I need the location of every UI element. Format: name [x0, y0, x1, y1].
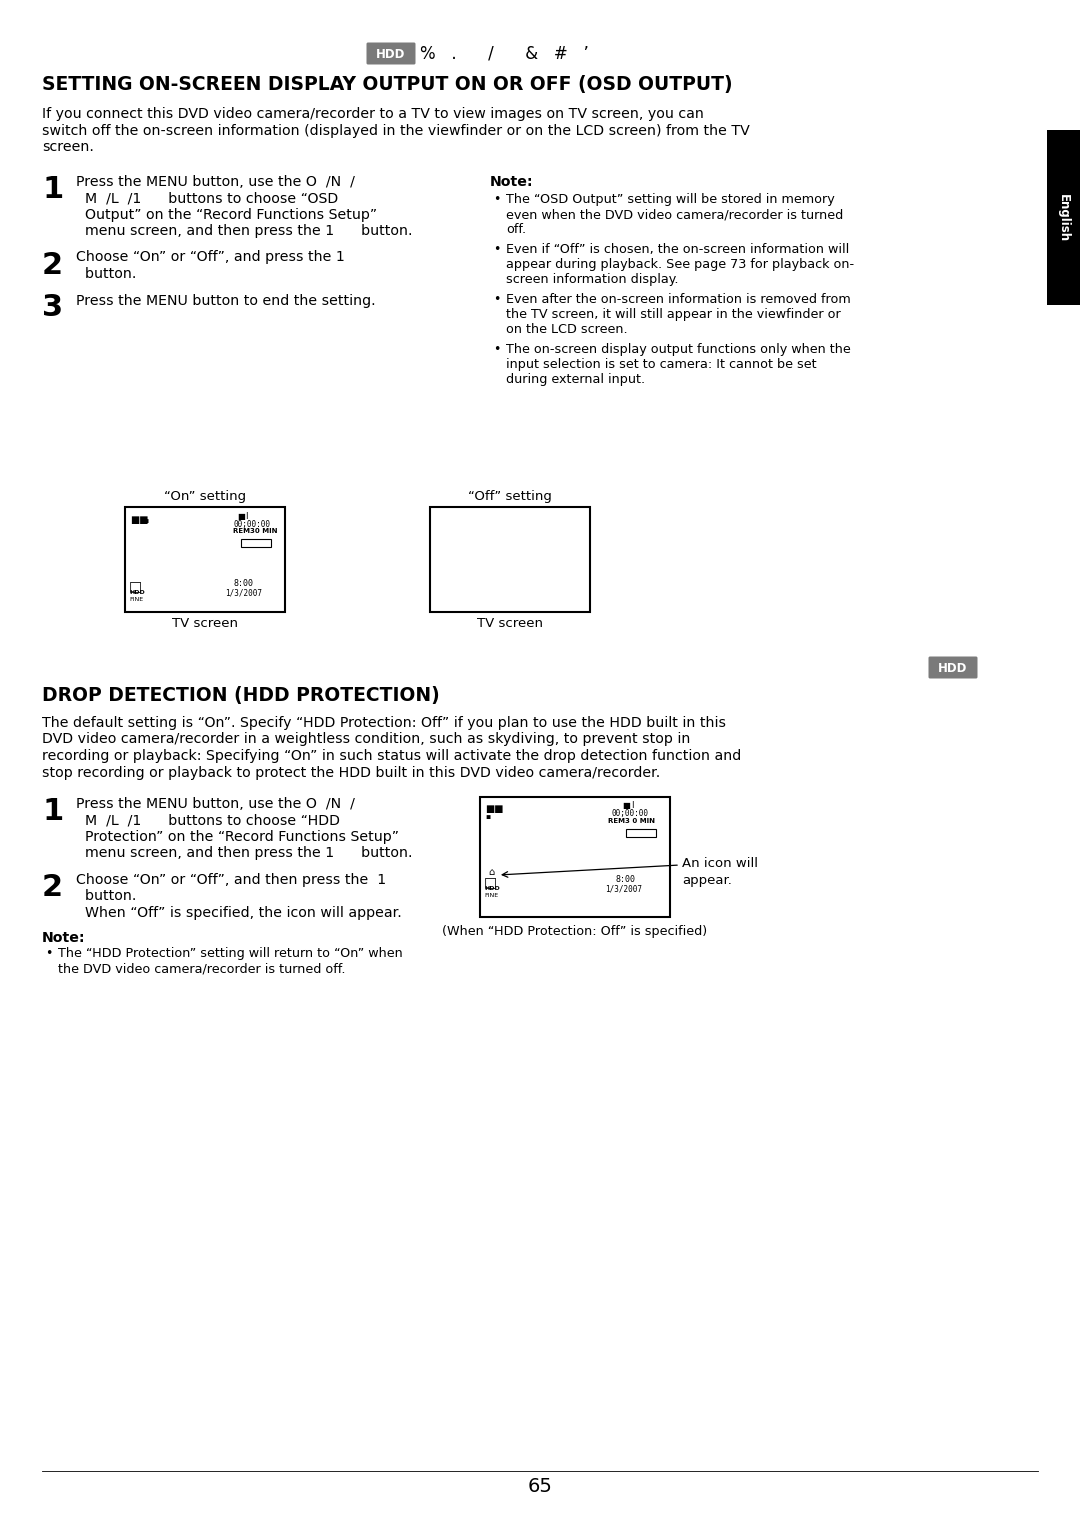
Text: ■■: ■■ — [130, 515, 149, 524]
FancyBboxPatch shape — [929, 656, 977, 679]
Text: button.: button. — [76, 268, 136, 281]
Text: •: • — [45, 946, 52, 960]
Text: Note:: Note: — [42, 931, 85, 945]
Text: M  /L  /1      buttons to choose “OSD: M /L /1 buttons to choose “OSD — [76, 191, 338, 205]
Text: HDD: HDD — [484, 885, 500, 891]
FancyBboxPatch shape — [366, 43, 416, 64]
Text: Output” on the “Record Functions Setup”: Output” on the “Record Functions Setup” — [76, 208, 377, 222]
Text: 2: 2 — [42, 251, 63, 280]
Bar — [626, 829, 656, 836]
Text: ◾: ◾ — [485, 813, 490, 820]
Text: 1: 1 — [42, 797, 64, 826]
Text: ◾: ◾ — [143, 518, 148, 524]
Text: SETTING ON-SCREEN DISPLAY OUTPUT ON OR OFF (OSD OUTPUT): SETTING ON-SCREEN DISPLAY OUTPUT ON OR O… — [42, 75, 732, 93]
Text: □: □ — [484, 875, 497, 888]
Text: Even after the on-screen information is removed from: Even after the on-screen information is … — [507, 294, 851, 306]
Bar — [430, 508, 590, 612]
Text: “On” setting: “On” setting — [164, 489, 246, 503]
Text: REM3 0 MIN: REM3 0 MIN — [608, 818, 654, 824]
Text: HDD: HDD — [376, 47, 406, 61]
Text: even when the DVD video camera/recorder is turned: even when the DVD video camera/recorder … — [507, 208, 843, 222]
Text: □: □ — [129, 579, 143, 593]
Text: ■■: ■■ — [485, 804, 503, 813]
Text: An icon will
appear.: An icon will appear. — [681, 856, 758, 887]
Text: TV screen: TV screen — [172, 618, 238, 630]
Text: the DVD video camera/recorder is turned off.: the DVD video camera/recorder is turned … — [58, 962, 346, 976]
Text: The “OSD Output” setting will be stored in memory: The “OSD Output” setting will be stored … — [507, 193, 835, 206]
Text: HDD: HDD — [939, 662, 968, 674]
Text: Press the MENU button to end the setting.: Press the MENU button to end the setting… — [76, 294, 376, 307]
Text: screen.: screen. — [42, 141, 94, 154]
Text: “Off” setting: “Off” setting — [468, 489, 552, 503]
Text: Protection” on the “Record Functions Setup”: Protection” on the “Record Functions Set… — [76, 830, 399, 844]
Text: menu screen, and then press the 1      button.: menu screen, and then press the 1 button… — [76, 225, 413, 239]
Text: DVD video camera/recorder in a weightless condition, such as skydiving, to preve: DVD video camera/recorder in a weightles… — [42, 732, 690, 746]
Text: (When “HDD Protection: Off” is specified): (When “HDD Protection: Off” is specified… — [443, 925, 707, 937]
Text: 2: 2 — [42, 873, 63, 902]
Text: ■: ■ — [622, 801, 630, 810]
Text: The “HDD Protection” setting will return to “On” when: The “HDD Protection” setting will return… — [58, 946, 403, 960]
Text: DROP DETECTION (HDD PROTECTION): DROP DETECTION (HDD PROTECTION) — [42, 687, 440, 705]
Bar — [241, 540, 271, 547]
Text: ■: ■ — [237, 512, 245, 521]
Text: 8:00: 8:00 — [233, 579, 253, 589]
Text: 3: 3 — [42, 294, 63, 323]
Text: FINE: FINE — [484, 893, 498, 898]
Text: M  /L  /1      buttons to choose “HDD: M /L /1 buttons to choose “HDD — [76, 813, 340, 827]
Text: recording or playback: Specifying “On” in such status will activate the drop det: recording or playback: Specifying “On” i… — [42, 749, 741, 763]
Text: Press the MENU button, use the O  /N  /: Press the MENU button, use the O /N / — [76, 797, 355, 810]
Text: I: I — [631, 801, 634, 810]
Text: the TV screen, it will still appear in the viewfinder or: the TV screen, it will still appear in t… — [507, 307, 840, 321]
Text: switch off the on-screen information (displayed in the viewfinder or on the LCD : switch off the on-screen information (di… — [42, 124, 750, 138]
Text: 1: 1 — [42, 174, 64, 203]
Text: input selection is set to camera: It cannot be set: input selection is set to camera: It can… — [507, 358, 816, 372]
Text: during external input.: during external input. — [507, 373, 645, 385]
Text: •: • — [492, 342, 500, 356]
Text: 1/3/2007: 1/3/2007 — [225, 589, 262, 596]
Text: Press the MENU button, use the O  /N  /: Press the MENU button, use the O /N / — [76, 174, 355, 188]
Text: 8:00: 8:00 — [615, 875, 635, 884]
Text: The on-screen display output functions only when the: The on-screen display output functions o… — [507, 342, 851, 356]
Text: •: • — [492, 294, 500, 306]
Text: off.: off. — [507, 223, 526, 235]
Text: stop recording or playback to protect the HDD built in this DVD video camera/rec: stop recording or playback to protect th… — [42, 766, 660, 780]
Text: •: • — [492, 243, 500, 255]
Text: menu screen, and then press the 1      button.: menu screen, and then press the 1 button… — [76, 847, 413, 861]
Text: 65: 65 — [527, 1477, 553, 1497]
Text: on the LCD screen.: on the LCD screen. — [507, 323, 627, 336]
Text: ⌂: ⌂ — [488, 867, 495, 878]
Text: TV screen: TV screen — [477, 618, 543, 630]
Text: Even if “Off” is chosen, the on-screen information will: Even if “Off” is chosen, the on-screen i… — [507, 243, 849, 255]
Text: 00;00:00: 00;00:00 — [612, 809, 649, 818]
Text: screen information display.: screen information display. — [507, 274, 678, 286]
Text: FINE: FINE — [129, 596, 144, 602]
Text: REM30 MIN: REM30 MIN — [233, 528, 278, 534]
Text: I: I — [245, 512, 247, 521]
Text: If you connect this DVD video camera/recorder to a TV to view images on TV scree: If you connect this DVD video camera/rec… — [42, 107, 704, 121]
Text: button.: button. — [76, 890, 136, 904]
Text: %   .      /      &   #   ’: % . / & # ’ — [420, 44, 589, 63]
Text: Choose “On” or “Off”, and then press the  1: Choose “On” or “Off”, and then press the… — [76, 873, 387, 887]
Text: •: • — [492, 193, 500, 206]
Text: HDD: HDD — [129, 590, 145, 595]
Text: English: English — [1056, 194, 1069, 242]
Text: When “Off” is specified, the icon will appear.: When “Off” is specified, the icon will a… — [76, 907, 402, 920]
Text: The default setting is “On”. Specify “HDD Protection: Off” if you plan to use th: The default setting is “On”. Specify “HD… — [42, 716, 726, 729]
Text: 1/3/2007: 1/3/2007 — [605, 885, 642, 894]
Bar — [1047, 130, 1080, 304]
Text: Choose “On” or “Off”, and press the 1: Choose “On” or “Off”, and press the 1 — [76, 251, 345, 265]
Bar — [125, 508, 285, 612]
Text: 00;00:00: 00;00:00 — [233, 520, 270, 529]
Text: appear during playback. See page 73 for playback on-: appear during playback. See page 73 for … — [507, 258, 854, 271]
Bar — [480, 797, 670, 917]
Text: Note:: Note: — [490, 174, 534, 188]
